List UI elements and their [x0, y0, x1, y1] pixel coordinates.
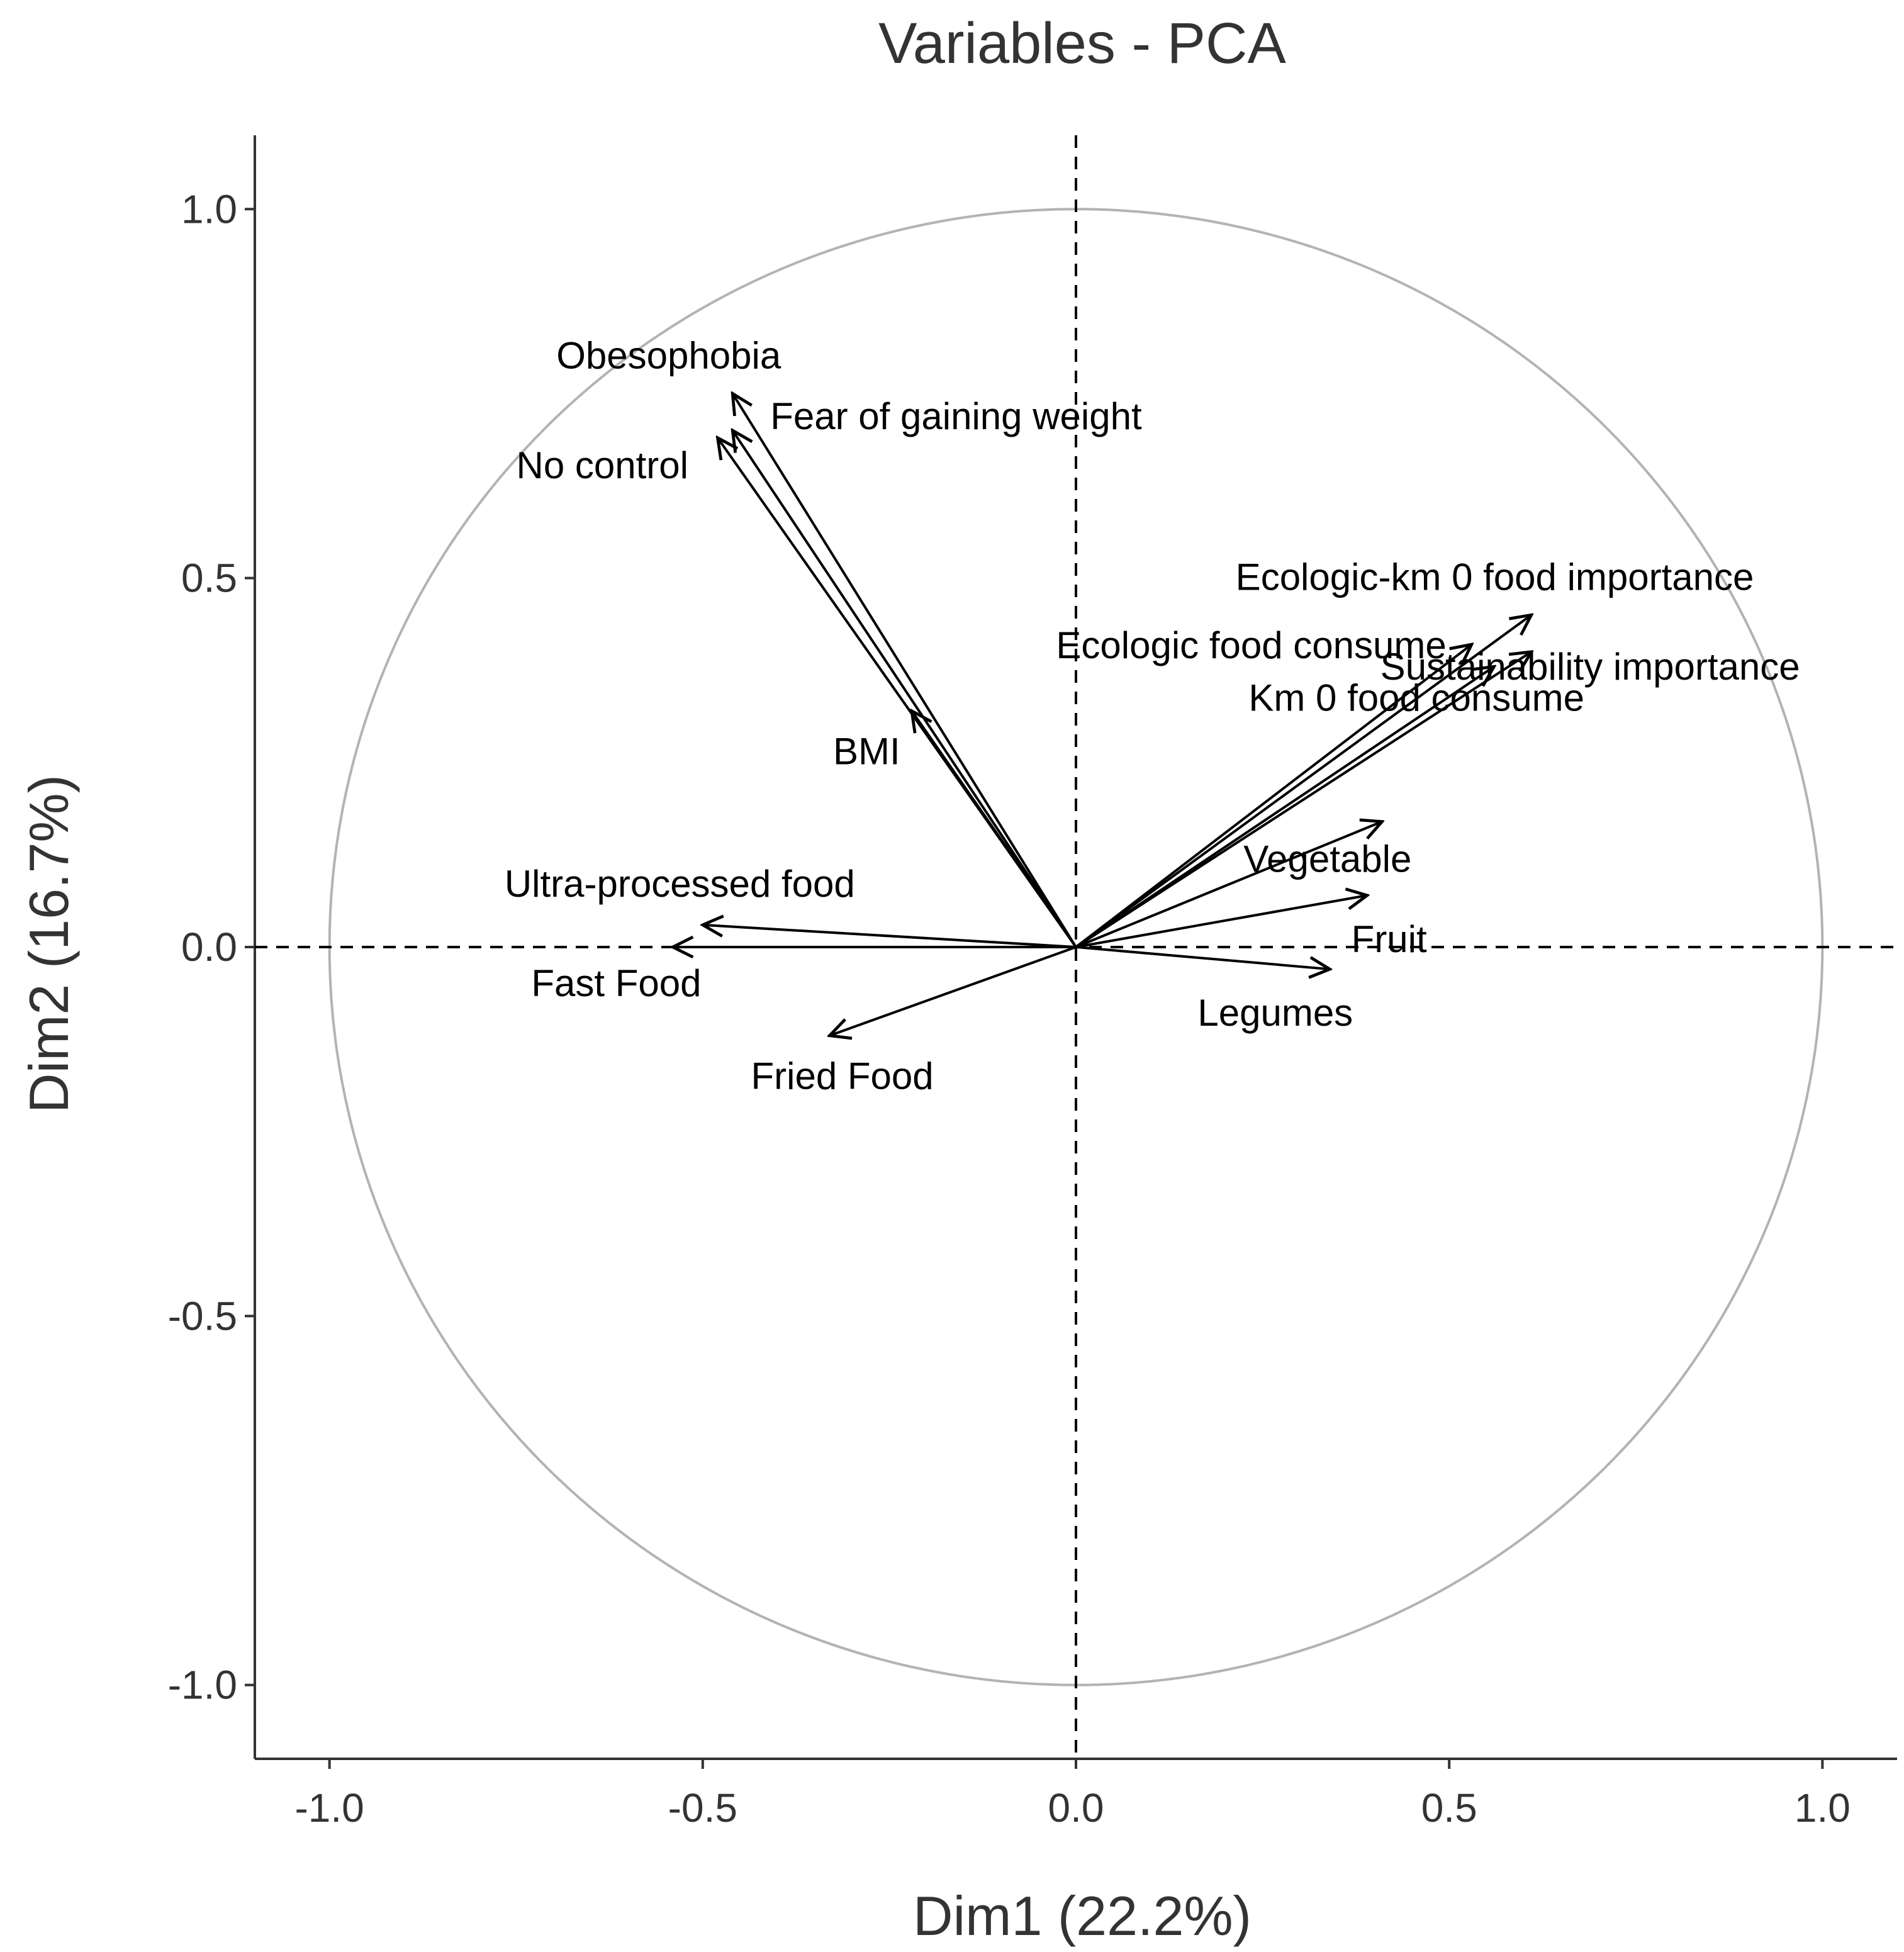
x-axis-title: Dim1 (22.2%) [913, 1885, 1252, 1947]
label-fried-food: Fried Food [751, 1055, 934, 1097]
arrow-fear-of-gaining-weight [732, 430, 1077, 948]
arrow-ecologic-food-consume [1075, 644, 1472, 948]
arrow-sustainability-importance [1075, 652, 1532, 948]
label-no-control: No control [517, 444, 688, 486]
plot-area: -1.0 -0.5 0.0 0.5 1.0 -1.0 -0.5 0.0 0.5 1.0 Obesop… [168, 135, 1897, 1831]
label-sustainability-importance: Sustainability importance [1380, 646, 1800, 688]
y-tick-label: 0.5 [181, 556, 237, 601]
label-fear-of-gaining-weight: Fear of gaining weight [770, 395, 1142, 437]
arrow-fried-food [830, 946, 1077, 1036]
y-axis-title: Dim2 (16.7%) [18, 775, 80, 1113]
x-tick-label: 1.0 [1795, 1785, 1851, 1831]
y-tick-label: -0.5 [168, 1293, 237, 1338]
chart-title: Variables - PCA [878, 11, 1286, 76]
x-tick-label: 0.0 [1048, 1785, 1104, 1831]
label-fruit: Fruit [1352, 918, 1427, 960]
label-ecologic-km-0-food-importance: Ecologic-km 0 food importance [1236, 556, 1754, 598]
x-tick-label: -0.5 [668, 1785, 737, 1831]
label-fast-food: Fast Food [531, 962, 701, 1004]
label-legumes: Legumes [1197, 992, 1353, 1034]
arrow-ecologic-km-0-food-importance [1075, 615, 1532, 948]
arrow-fruit [1075, 895, 1367, 948]
x-tick-label: 0.5 [1421, 1785, 1477, 1831]
y-tick-label: 0.0 [181, 924, 237, 970]
label-ecologic-food-consume: Ecologic food consume [1056, 624, 1446, 666]
label-ultra-processed-food: Ultra-processed food [505, 863, 855, 905]
arrow-bmi [912, 711, 1077, 948]
label-vegetable: Vegetable [1243, 838, 1411, 880]
x-tick-label: -1.0 [294, 1785, 364, 1831]
label-obesophobia: Obesophobia [556, 334, 781, 376]
arrow-ultra-processed-food [703, 925, 1077, 948]
label-bmi: BMI [833, 731, 900, 773]
arrow-legumes [1075, 946, 1330, 969]
y-tick-label: -1.0 [168, 1663, 237, 1708]
arrow-obesophobia [732, 393, 1077, 948]
arrow-vegetable [1075, 822, 1382, 948]
label-km-0-food-consume: Km 0 food consume [1248, 676, 1584, 719]
y-tick-label: 1.0 [181, 186, 237, 232]
arrow-km-0-food-consume [1075, 666, 1494, 948]
